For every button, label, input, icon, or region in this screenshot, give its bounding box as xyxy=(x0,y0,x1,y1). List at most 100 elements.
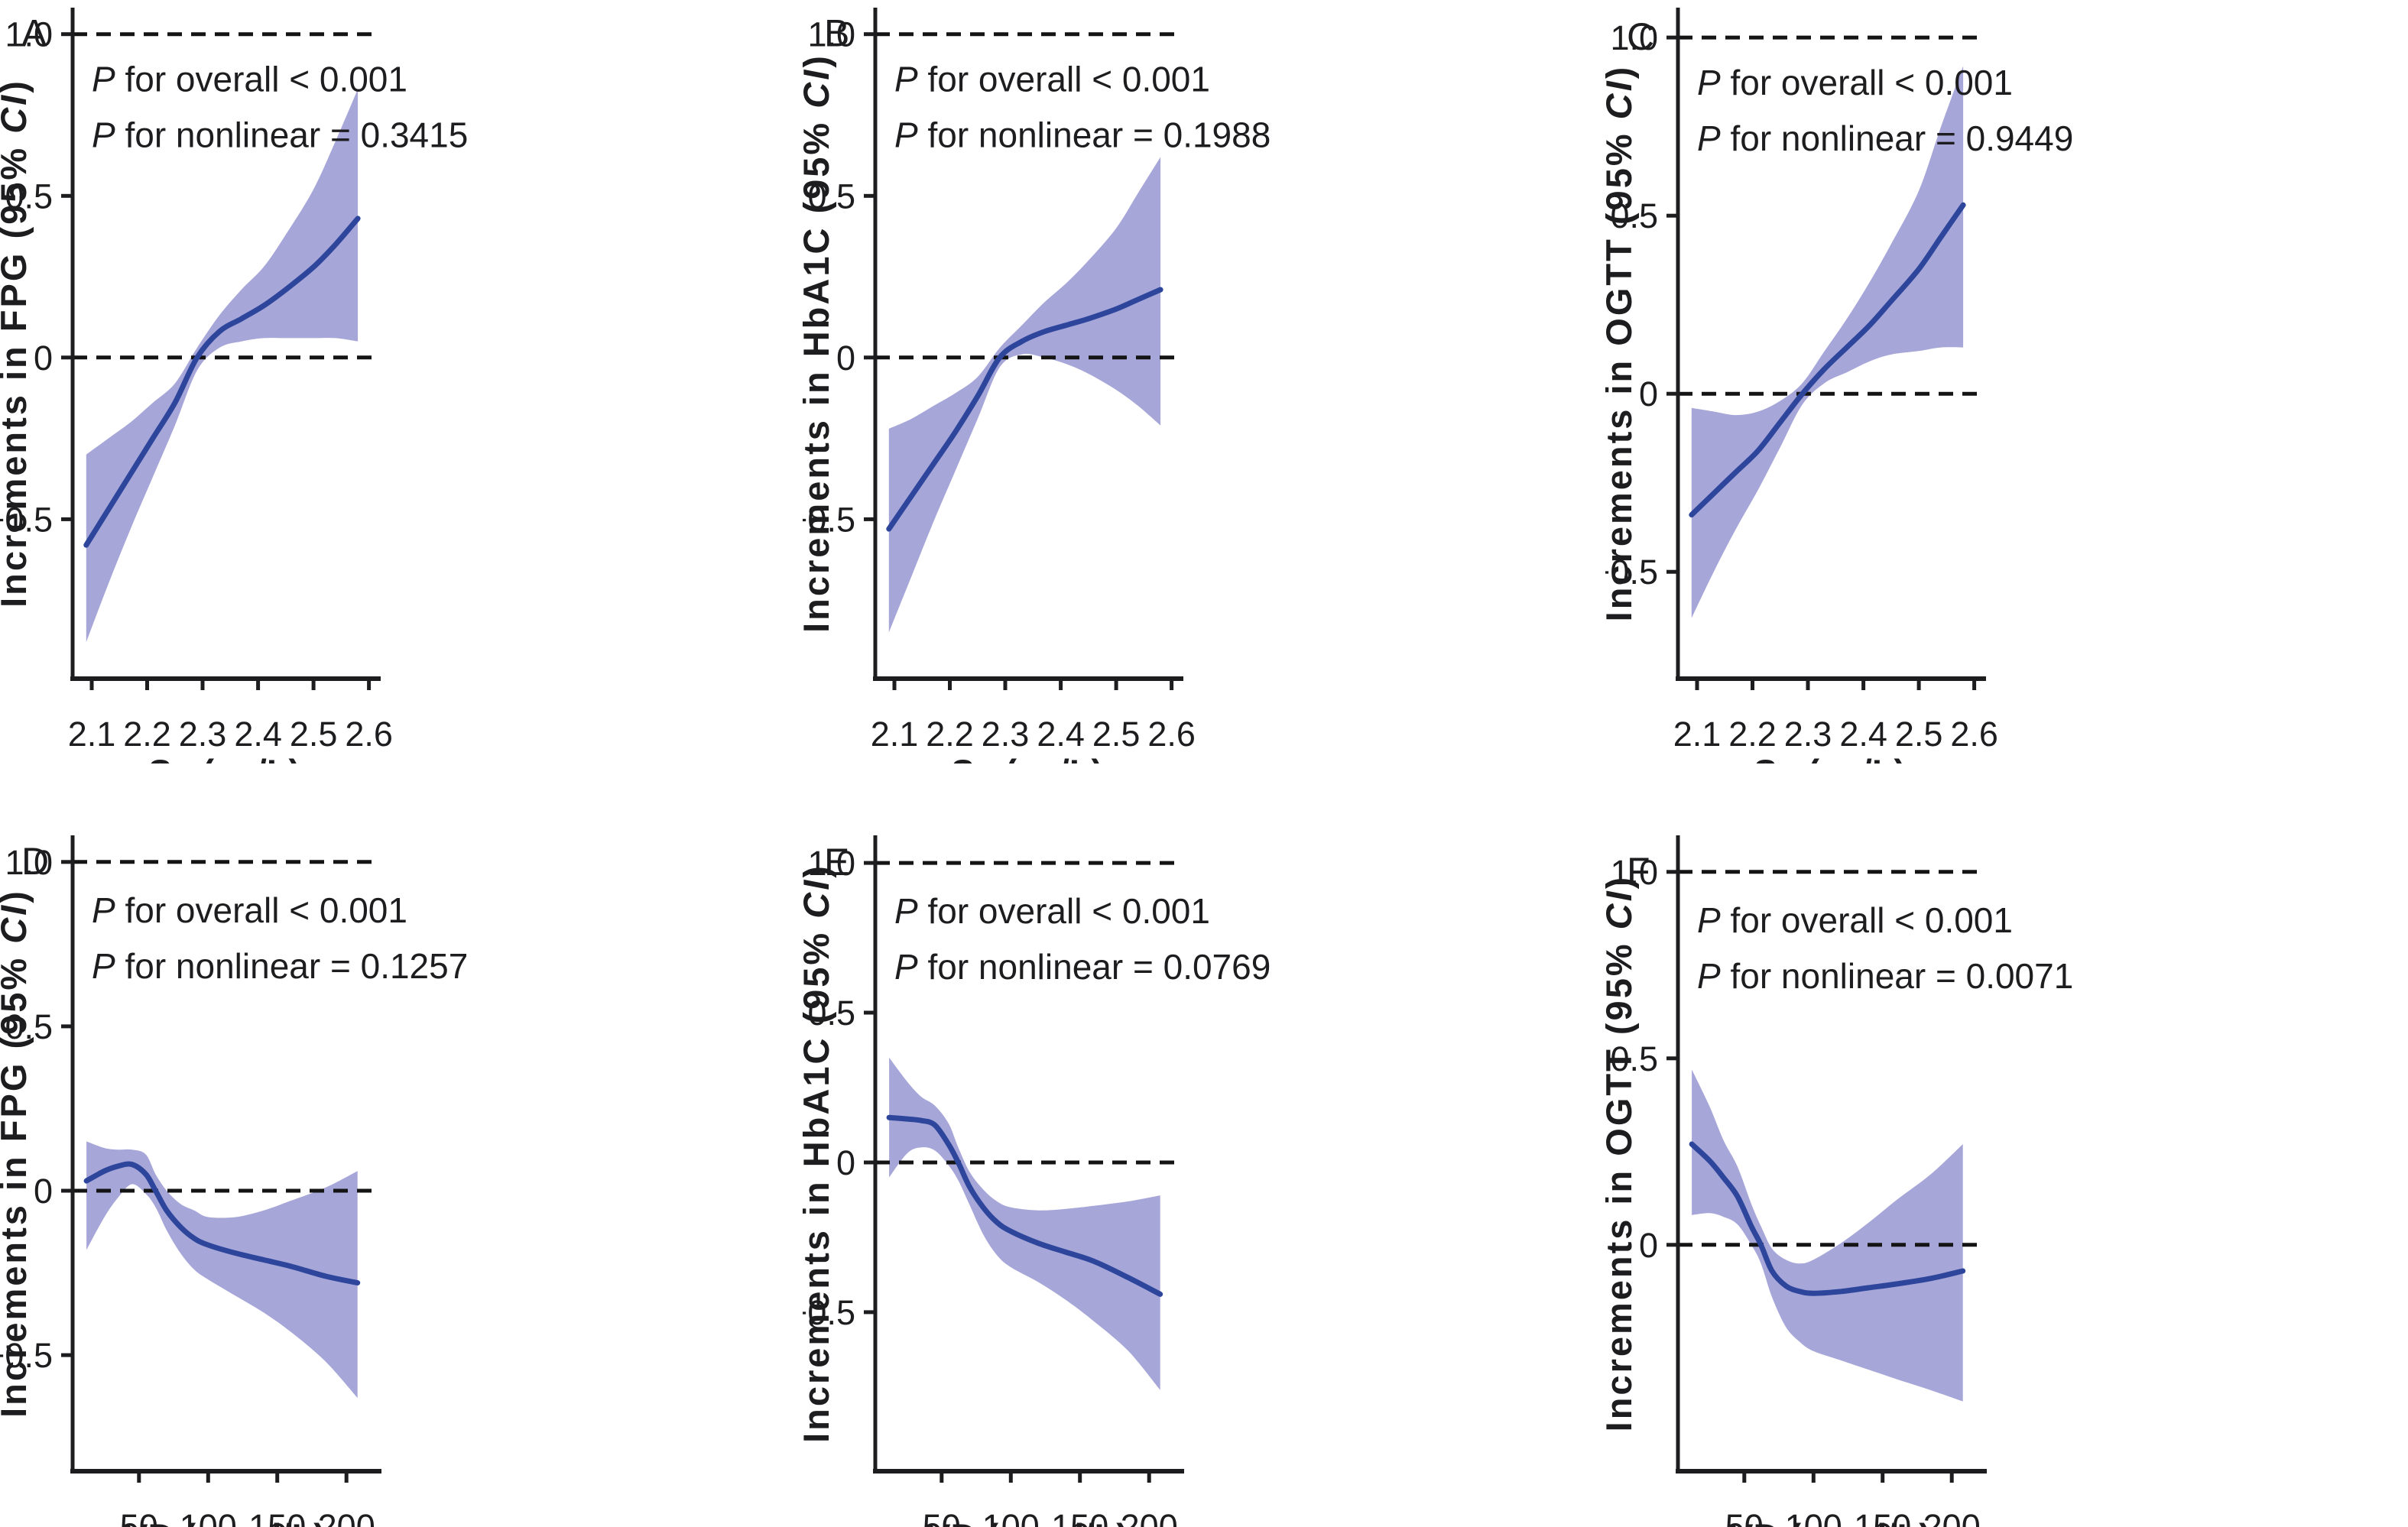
y-tick-label: −0.5 xyxy=(803,1293,855,1332)
x-tick-label: 2.1 xyxy=(68,715,116,754)
y-tick-label: −0.5 xyxy=(0,1336,53,1375)
y-tick-label: 1.0 xyxy=(5,15,53,54)
chart-C: 2.12.22.32.42.52.6 1.0 0.5 0 −0.5 C P for over… xyxy=(1605,8,2073,764)
x-tick-label: 100 xyxy=(1785,1507,1842,1527)
panel-f: 50 100 150 200 1.0 0.5 0 F P for overall < 0.001… xyxy=(1605,764,2408,1527)
mean-line xyxy=(886,287,1163,532)
x-tick-label: 150 xyxy=(1051,1507,1108,1527)
panel-a: 2.12.22.32.42.52.6 1.0 0.5 0 −0.5 A P for over… xyxy=(0,0,803,764)
panel-c: 2.12.22.32.42.52.6 1.0 0.5 0 −0.5 C P for over… xyxy=(1605,0,2408,764)
x-tick-label: 2.1 xyxy=(871,715,919,754)
y-tick-label: 0.5 xyxy=(1610,196,1658,235)
y-tick-label: −0.5 xyxy=(1605,553,1658,592)
y-tick-label: 1.0 xyxy=(5,843,53,882)
y-axis-title: Increments in FPG (95% CI) xyxy=(0,79,34,608)
x-tick-label: 2.5 xyxy=(1092,715,1141,754)
panel-d: 50 100 150 200 1.0 0.5 0 −0.5 D P for overall < 0… xyxy=(0,764,803,1527)
x-axis-title: VD (nmol/L) xyxy=(124,1516,326,1527)
panel-e: 50 100 150 200 1.0 0.5 0 −0.5 E P for overall < 0… xyxy=(803,764,1605,1527)
x-tick-label: 150 xyxy=(248,1507,306,1527)
y-tick-label: 1.0 xyxy=(807,15,855,54)
mean-line xyxy=(83,1161,361,1285)
panel-letter: F xyxy=(1627,850,1650,893)
x-tick-label: 150 xyxy=(1854,1507,1911,1527)
x-tick-label: 2.2 xyxy=(926,715,974,754)
y-axis-title: Increments in OGTT (95% CI) xyxy=(1605,875,1639,1432)
mean-line xyxy=(1689,202,1966,518)
p-nonlinear-text: P for nonlinear = 0.1257 xyxy=(92,946,468,986)
x-tick-label: 2.3 xyxy=(982,715,1030,754)
x-tick-label: 2.2 xyxy=(123,715,171,754)
x-tick-label: 2.4 xyxy=(234,715,282,754)
x-tick-label: 50 xyxy=(1725,1507,1764,1527)
p-overall-text: P for overall < 0.001 xyxy=(894,60,1210,99)
x-tick-label: 2.5 xyxy=(290,715,338,754)
panel-letter: A xyxy=(21,12,47,55)
y-tick-label: 0.5 xyxy=(807,177,855,216)
chart-D: 50 100 150 200 1.0 0.5 0 −0.5 D P for overall < 0… xyxy=(0,835,468,1527)
x-axis-title: Se (µg/L) xyxy=(1754,752,1906,764)
p-overall-text: P for overall < 0.001 xyxy=(1697,900,2013,940)
ci-band xyxy=(1691,66,1964,618)
chart-F: 50 100 150 200 1.0 0.5 0 F P for overall < 0.001… xyxy=(1605,835,2073,1527)
x-tick-label: 2.4 xyxy=(1839,715,1887,754)
y-tick-label: 0 xyxy=(34,1172,53,1211)
x-tick-label: 50 xyxy=(120,1507,158,1527)
x-tick-label: 200 xyxy=(318,1507,375,1527)
x-tick-label: 100 xyxy=(180,1507,237,1527)
p-nonlinear-text: P for nonlinear = 0.9449 xyxy=(1697,118,2073,158)
y-axis-title: Increments in HbA1C (95% CI) xyxy=(803,864,836,1443)
p-overall-text: P for overall < 0.001 xyxy=(92,890,407,930)
panel-b: 2.12.22.32.42.52.6 1.0 0.5 0 −0.5 B P for over… xyxy=(803,0,1605,764)
panel-letter: D xyxy=(21,840,49,883)
ci-band xyxy=(889,1057,1160,1390)
chart-A: 2.12.22.32.42.52.6 1.0 0.5 0 −0.5 A P for over… xyxy=(0,8,468,764)
y-tick-label: 1.0 xyxy=(1610,18,1658,57)
p-nonlinear-text: P for nonlinear = 0.0071 xyxy=(1697,956,2073,996)
ci-band xyxy=(86,89,359,643)
x-tick-label: 200 xyxy=(1121,1507,1178,1527)
x-tick-label: 2.3 xyxy=(1784,715,1832,754)
panel-letter: E xyxy=(824,841,849,883)
chart-B: 2.12.22.32.42.52.6 1.0 0.5 0 −0.5 B P for over… xyxy=(803,8,1271,764)
x-tick-label: 2.4 xyxy=(1037,715,1085,754)
p-overall-text: P for overall < 0.001 xyxy=(894,891,1210,931)
y-tick-label: 0.5 xyxy=(1610,1039,1658,1078)
mean-line xyxy=(83,216,361,548)
x-axis-title: VD (nmol/L) xyxy=(927,1516,1128,1527)
mean-line xyxy=(886,1114,1163,1297)
p-nonlinear-text: P for nonlinear = 0.0769 xyxy=(894,947,1271,987)
y-tick-label: 0 xyxy=(836,339,855,378)
x-tick-label: 200 xyxy=(1923,1507,1981,1527)
y-tick-label: 1.0 xyxy=(1610,853,1658,892)
y-tick-label: −0.5 xyxy=(803,500,855,539)
x-tick-label: 2.6 xyxy=(1147,715,1196,754)
panel-letter: C xyxy=(1627,15,1654,58)
y-tick-label: 0 xyxy=(1639,1226,1658,1265)
panel-letter: B xyxy=(824,12,849,55)
x-tick-label: 2.3 xyxy=(179,715,227,754)
y-axis-title: Increments in FPG (95% CI) xyxy=(0,889,34,1418)
y-tick-label: 0 xyxy=(1639,374,1658,413)
y-tick-label: 0.5 xyxy=(807,994,855,1033)
x-tick-label: 2.6 xyxy=(1950,715,1998,754)
y-tick-label: 0.5 xyxy=(5,177,53,216)
x-axis-title: Se (µg/L) xyxy=(951,752,1103,764)
x-tick-label: 2.5 xyxy=(1895,715,1943,754)
p-overall-text: P for overall < 0.001 xyxy=(92,60,407,99)
x-axis-title: Se (µg/L) xyxy=(148,752,300,764)
x-axis-title: VD (nmol/L) xyxy=(1729,1516,1931,1527)
chart-E: 50 100 150 200 1.0 0.5 0 −0.5 E P for overall < 0… xyxy=(803,835,1271,1527)
x-tick-label: 2.6 xyxy=(345,715,393,754)
p-nonlinear-text: P for nonlinear = 0.3415 xyxy=(92,115,468,155)
ci-band xyxy=(86,1141,358,1399)
y-axis-title: Increments in OGTT (95% CI) xyxy=(1605,65,1639,622)
y-tick-label: 0 xyxy=(34,339,53,378)
y-tick-label: 0 xyxy=(836,1143,855,1182)
y-axis-title: Increments in HbA1C (95% CI) xyxy=(803,53,836,633)
x-tick-label: 2.1 xyxy=(1673,715,1722,754)
x-tick-label: 100 xyxy=(982,1507,1040,1527)
x-tick-label: 2.2 xyxy=(1728,715,1777,754)
p-overall-text: P for overall < 0.001 xyxy=(1697,63,2013,102)
